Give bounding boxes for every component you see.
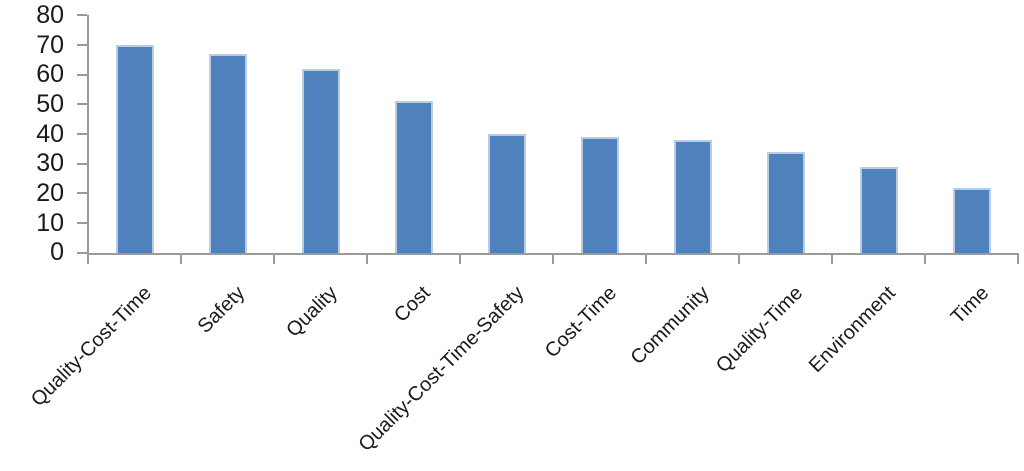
x-axis-tick <box>273 252 275 264</box>
bar <box>952 187 991 253</box>
x-axis-label: Cost-Time <box>540 282 622 363</box>
x-axis-label: Quality <box>282 282 343 342</box>
x-axis-tick <box>924 252 926 264</box>
x-axis-label: Cost <box>390 282 436 327</box>
x-axis-tick <box>459 252 461 264</box>
y-axis-tick <box>77 162 87 165</box>
y-axis-tick-label: 40 <box>36 119 64 148</box>
bar <box>301 68 340 253</box>
y-axis-tick <box>77 251 87 254</box>
y-axis-tick <box>77 222 87 225</box>
x-axis-tick <box>1017 252 1019 264</box>
y-axis-line <box>87 15 89 255</box>
x-axis-label: Community <box>626 282 715 370</box>
bar <box>487 134 526 253</box>
bar <box>394 101 433 253</box>
bar <box>859 166 898 253</box>
y-axis-tick <box>77 14 87 17</box>
bar <box>208 53 247 253</box>
y-axis-tick <box>77 103 87 106</box>
x-axis-tick <box>831 252 833 264</box>
y-axis-tick <box>77 44 87 47</box>
x-axis-tick <box>552 252 554 264</box>
bar <box>115 45 154 253</box>
x-axis-label: Time <box>946 282 994 329</box>
x-axis-label: Environment <box>805 282 901 377</box>
x-axis-tick <box>180 252 182 264</box>
x-axis-tick <box>366 252 368 264</box>
y-axis-tick <box>77 133 87 136</box>
x-axis-tick <box>645 252 647 264</box>
bar <box>673 140 712 253</box>
x-axis-label: Quality-Cost-Time-Safety <box>354 282 529 456</box>
y-axis-tick-label: 0 <box>50 238 64 267</box>
x-axis-tick <box>738 252 740 264</box>
bar <box>580 137 619 253</box>
x-axis-tick <box>87 252 89 264</box>
x-axis-label: Quality-Cost-Time <box>27 282 157 411</box>
bar <box>766 151 805 253</box>
y-axis-tick <box>77 192 87 195</box>
x-axis-label: Quality-Time <box>711 282 808 378</box>
y-axis-tick-label: 70 <box>36 30 64 59</box>
y-axis-tick-label: 60 <box>36 60 64 89</box>
y-axis-tick-label: 10 <box>36 208 64 237</box>
y-axis-tick-label: 20 <box>36 178 64 207</box>
x-axis-label: Safety <box>193 282 250 338</box>
y-axis-tick-label: 80 <box>36 0 64 29</box>
y-axis-tick <box>77 73 87 76</box>
y-axis-tick-label: 30 <box>36 149 64 178</box>
y-axis-tick-label: 50 <box>36 89 64 118</box>
